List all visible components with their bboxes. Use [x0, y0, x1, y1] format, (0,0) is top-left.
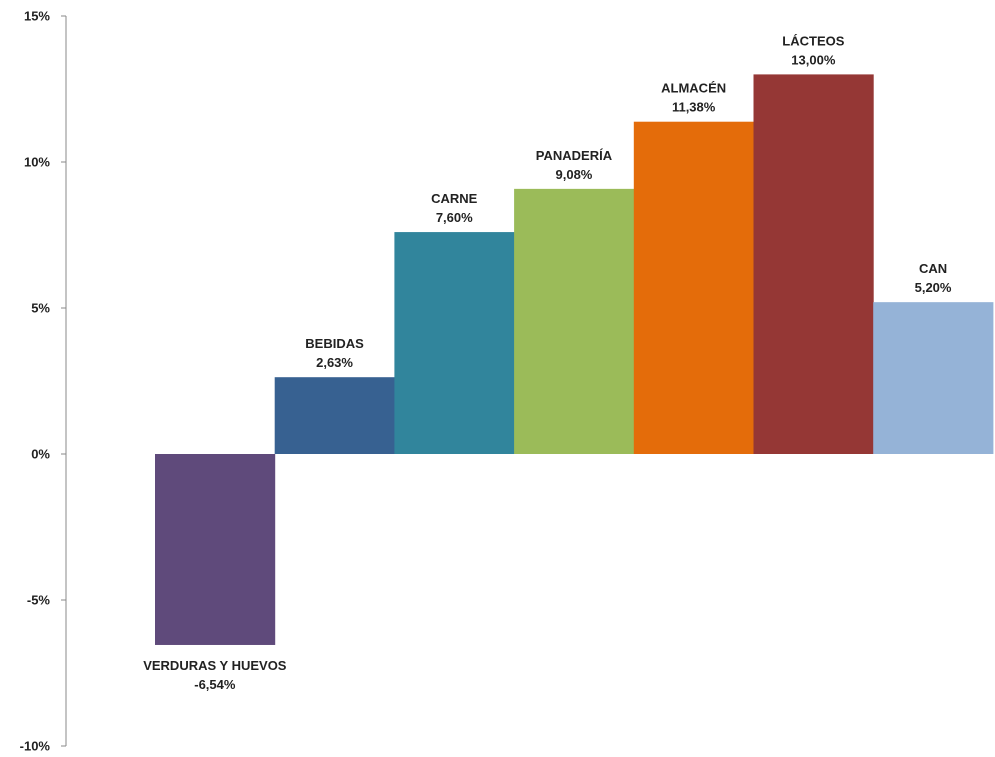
- bar-category-label: PANADERÍA: [536, 148, 613, 163]
- bar-category-label: CARNE: [431, 191, 478, 206]
- bar: [274, 377, 395, 454]
- bar: [753, 74, 874, 455]
- y-tick-label: -10%: [20, 739, 51, 754]
- bar-category-label: VERDURAS Y HUEVOS: [143, 658, 287, 673]
- y-axis-ticks: 15% 10% 5% 0% -5% -10%: [20, 9, 66, 754]
- y-tick-label: 10%: [24, 155, 50, 170]
- bar: [633, 121, 754, 454]
- bar-category-label: ALMACÉN: [661, 81, 726, 96]
- y-tick-label: 5%: [31, 301, 50, 316]
- bar-value-label: 5,20%: [915, 280, 952, 295]
- bar: [873, 302, 994, 454]
- bar-category-label: LÁCTEOS: [782, 33, 844, 48]
- y-tick-label: -5%: [27, 593, 51, 608]
- y-tick-label: 0%: [31, 447, 50, 462]
- bar-value-label: -6,54%: [194, 677, 236, 692]
- bar: [155, 454, 276, 645]
- bar-category-label: CAN: [919, 261, 947, 276]
- bar-value-label: 9,08%: [556, 167, 593, 182]
- bar-labels: VERDURAS Y HUEVOS -6,54% BEBIDAS 2,63% CARNE…: [143, 33, 952, 692]
- bar-value-label: 7,60%: [436, 210, 473, 225]
- bar-value-label: 2,63%: [316, 355, 353, 370]
- y-tick-label: 15%: [24, 9, 50, 24]
- bar-value-label: 11,38%: [672, 100, 716, 115]
- bar-value-label: 13,00%: [791, 52, 836, 67]
- bar-category-label: BEBIDAS: [305, 336, 364, 351]
- bar: [394, 232, 515, 454]
- bar: [514, 188, 635, 454]
- bars: [155, 74, 994, 645]
